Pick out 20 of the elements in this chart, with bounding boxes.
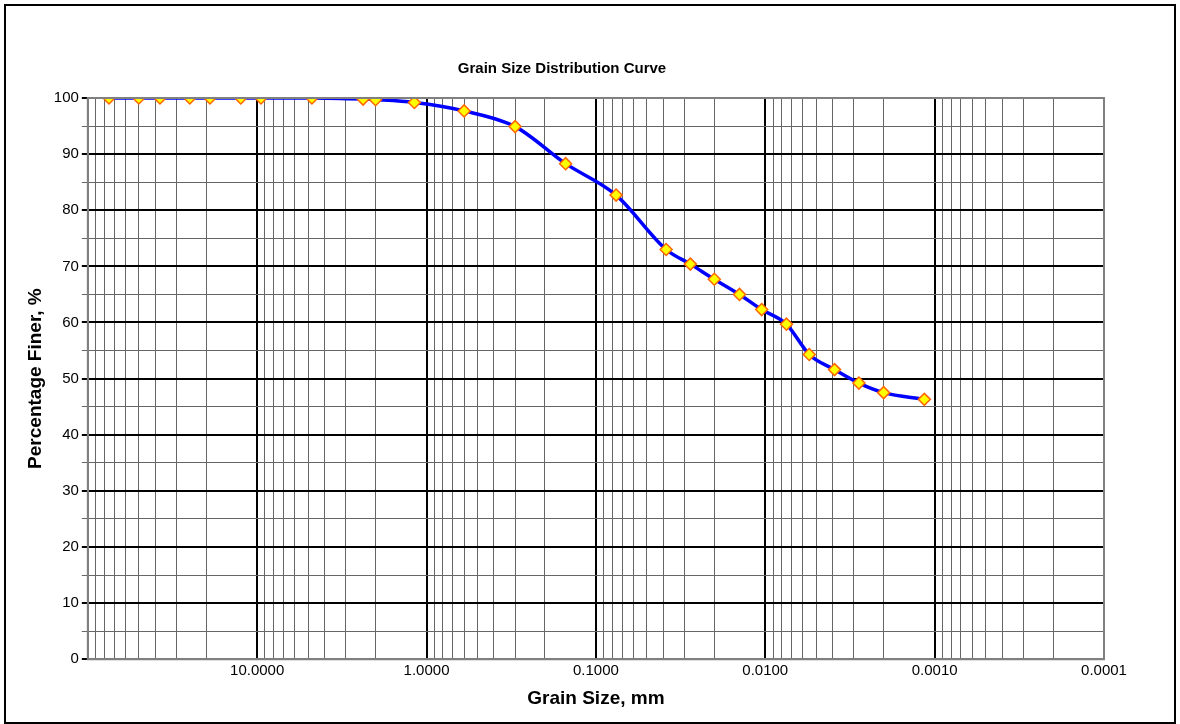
chart-title: Grain Size Distribution Curve — [457, 59, 667, 77]
y-tick-label: 20 — [62, 537, 79, 555]
y-tick-label: 80 — [62, 200, 79, 218]
y-tick-label: 30 — [62, 480, 79, 498]
x-tick-label: 0.0100 — [742, 661, 789, 679]
y-tick-label: 100 — [53, 88, 79, 106]
y-tick-label: 40 — [62, 424, 79, 442]
y-tick-label: 10 — [62, 593, 79, 611]
y-tick-label: 70 — [62, 256, 79, 274]
y-tick-label: 50 — [62, 368, 79, 386]
y-tick-label: 90 — [62, 144, 79, 162]
x-tick-label: 10.0000 — [230, 661, 285, 679]
x-tick-label: 1.0000 — [403, 661, 450, 679]
x-tick-label: 0.0010 — [911, 661, 958, 679]
y-tick-label: 0 — [70, 649, 79, 667]
x-axis-title: Grain Size, mm — [527, 686, 665, 708]
x-tick-label: 0.0001 — [1081, 661, 1127, 679]
x-tick-label: 0.1000 — [572, 661, 619, 679]
y-tick-label: 60 — [62, 312, 79, 330]
y-axis-title: Percentage Finer, % — [23, 288, 45, 469]
